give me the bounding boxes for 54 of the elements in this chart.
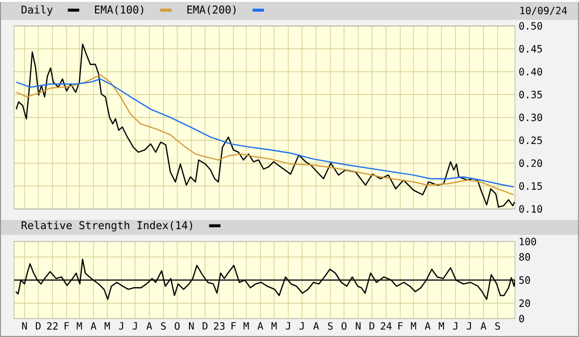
y-tick-label: 0.15	[519, 182, 542, 190]
legend-label: EMA(200)	[187, 5, 236, 15]
y-tick-label: 0.45	[519, 45, 542, 53]
x-tick-label: M	[104, 322, 110, 330]
y-tick-label: 0.50	[519, 22, 542, 30]
x-tick-label: A	[480, 322, 486, 330]
x-tick-label: M	[272, 322, 277, 330]
x-tick-label: M	[410, 322, 416, 330]
x-tick-label: A	[146, 322, 152, 330]
y-tick-label: 0.10	[519, 205, 542, 213]
x-tick-label: S	[161, 322, 166, 330]
y-tick-label: 80	[519, 253, 530, 261]
y-tick-label: 0.20	[519, 159, 542, 167]
x-tick-label: O	[174, 322, 180, 330]
x-tick-label: J	[118, 322, 124, 330]
x-tick-label: N	[22, 322, 27, 330]
legend-label: EMA(100)	[95, 5, 144, 15]
x-tick-label: S	[328, 322, 333, 330]
legend-label: Relative Strength Index(14)	[22, 220, 192, 232]
y-tick-label: 0.40	[519, 68, 542, 76]
x-tick-label: M	[244, 322, 249, 330]
x-tick-label: M	[76, 322, 82, 330]
x-tick-label: A	[258, 322, 264, 330]
x-tick-label: O	[342, 322, 346, 330]
y-tick-label: 50	[519, 276, 530, 284]
y-tick-label: 0	[519, 314, 524, 322]
x-tick-label: N	[189, 322, 194, 330]
x-tick-label: 24	[380, 322, 392, 330]
x-tick-label: J	[453, 322, 458, 330]
x-tick-label: A	[90, 322, 96, 330]
x-tick-label: A	[313, 322, 319, 330]
x-tick-label: S	[495, 322, 500, 330]
x-tick-label: F	[398, 322, 403, 330]
x-tick-label: A	[424, 322, 431, 330]
legend-label: Daily	[22, 5, 53, 16]
y-tick-label: 0.35	[519, 90, 542, 98]
y-tick-label: 100	[520, 238, 536, 246]
text: 10/09/24	[520, 6, 567, 16]
x-tick-label: J	[286, 322, 290, 330]
x-tick-label: J	[300, 322, 304, 330]
x-tick-label: 23	[214, 322, 225, 330]
x-tick-label: J	[466, 322, 471, 330]
x-tick-label: M	[438, 322, 444, 330]
y-tick-label: 20	[519, 299, 530, 308]
x-tick-label: J	[132, 322, 137, 330]
x-tick-label: N	[356, 322, 361, 330]
x-tick-label: F	[232, 322, 236, 330]
y-tick-label: 0.30	[519, 114, 542, 122]
x-tick-label: D	[36, 322, 41, 330]
y-tick-label: 0.25	[519, 136, 542, 144]
x-tick-label: F	[64, 322, 69, 330]
x-tick-label: D	[370, 322, 374, 330]
x-tick-label: 22	[47, 322, 58, 330]
x-tick-label: D	[202, 322, 208, 330]
